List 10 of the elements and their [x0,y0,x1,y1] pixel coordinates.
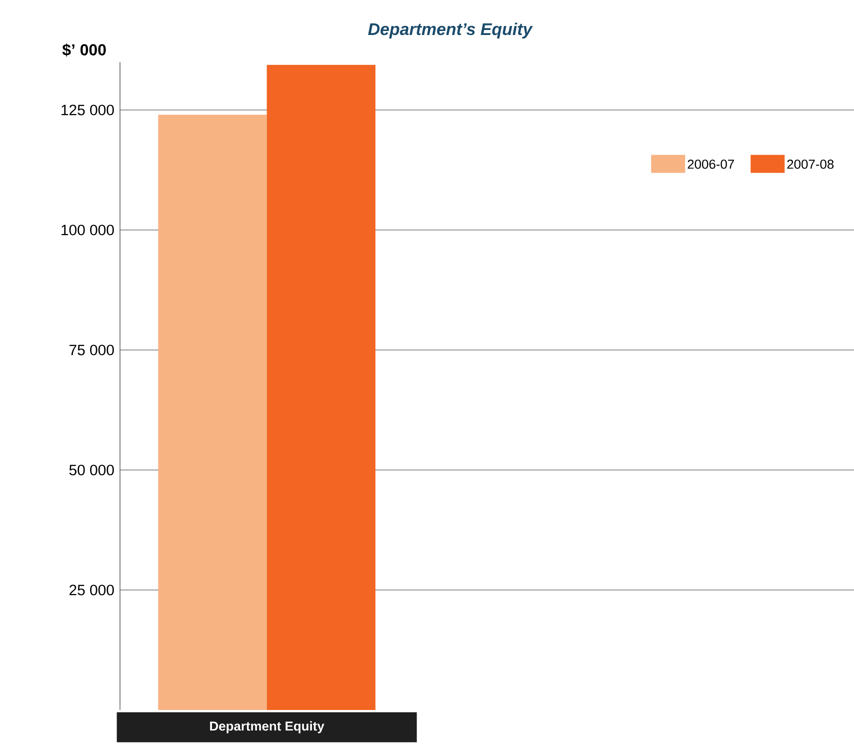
y-tick-label: 50 000 [69,464,114,476]
y-tick-label: 125 000 [62,104,114,116]
y-tick-label: 100 000 [62,224,114,236]
x-tick-label: Department Equity [210,721,324,734]
legend-label: 2006-07 [688,160,734,169]
y-tick-label: 25 000 [70,584,114,596]
legend-label: 2007-08 [787,160,834,169]
chart-title: Department’s Equity [368,22,533,38]
y-tick-label: 75 000 [70,344,114,356]
y-axis-title: $’ 000 [62,43,106,56]
